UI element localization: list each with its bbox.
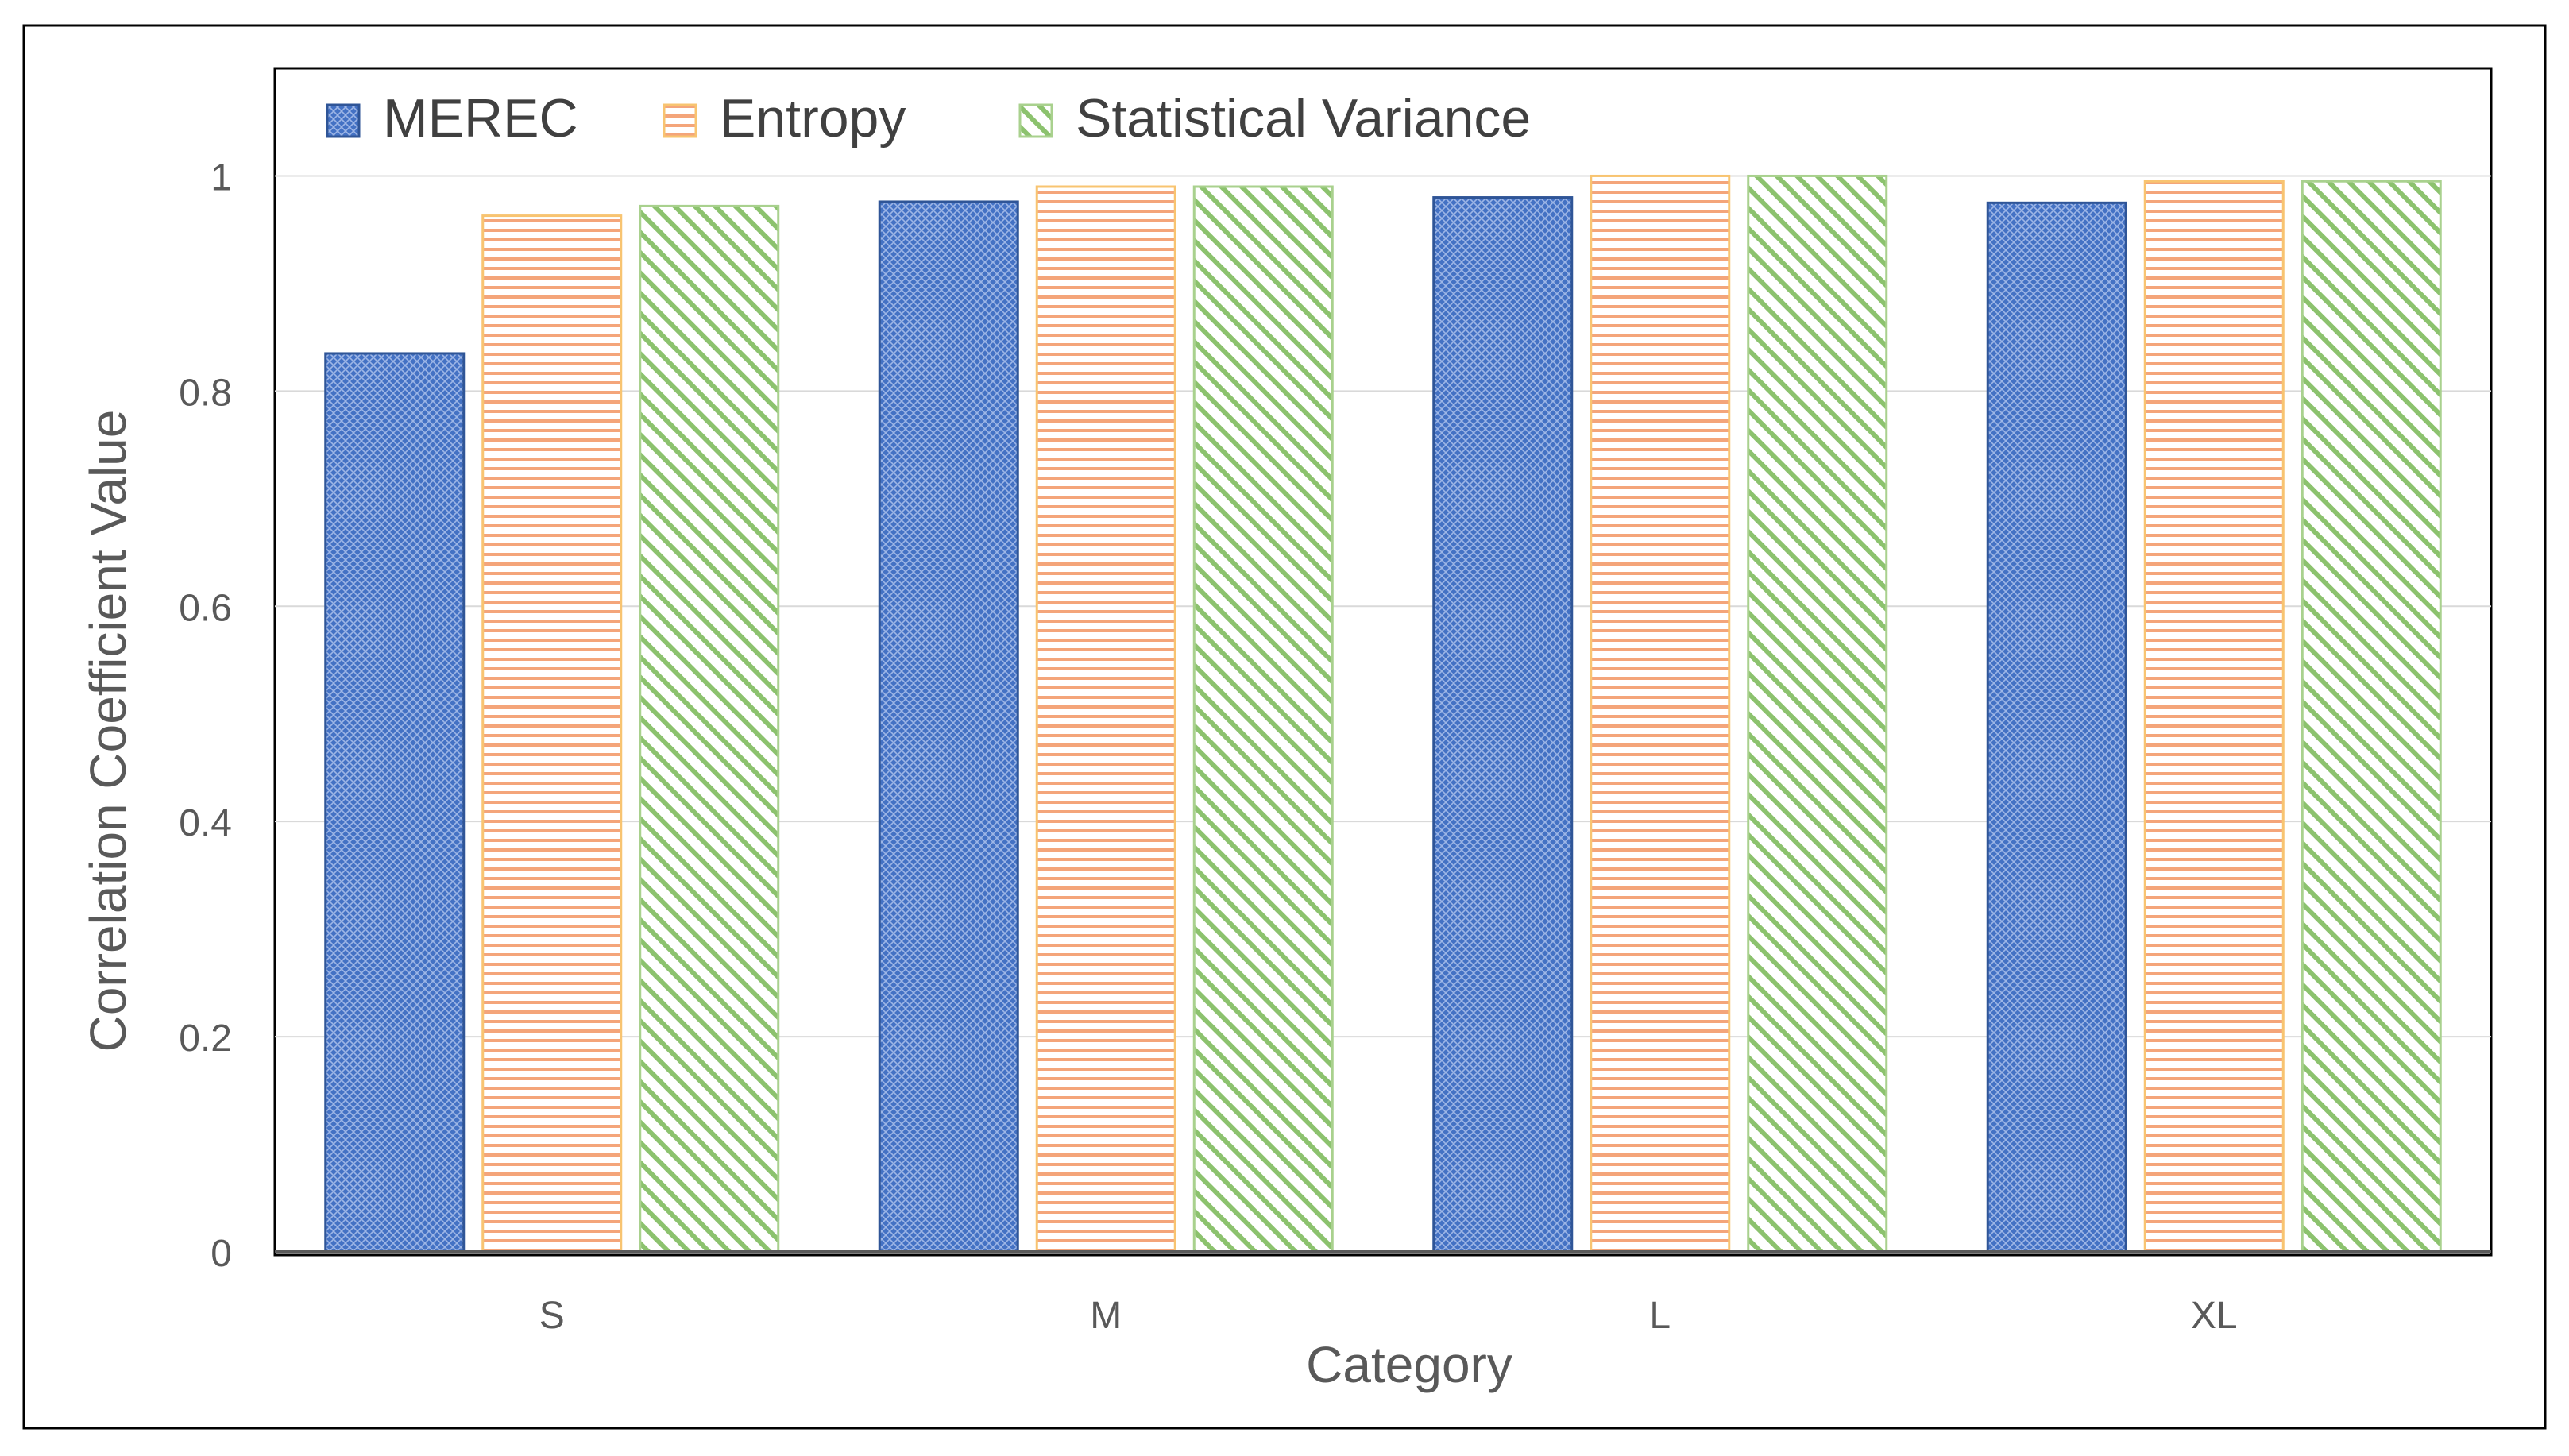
bar-merec-xl: [1986, 201, 2127, 1253]
y-tick-label: 0: [211, 1233, 232, 1275]
y-axis-title: Correlation Coefficient Value: [79, 410, 137, 1052]
y-tick-label: 1: [211, 156, 232, 199]
bar-merec-l: [1432, 196, 1574, 1253]
bar-statistical-variance-s: [639, 204, 780, 1253]
y-tick-label: 0.8: [179, 372, 232, 414]
bar-entropy-s: [481, 214, 623, 1253]
legend-swatch-entropy: [663, 103, 697, 138]
bar-statistical-variance-l: [1747, 174, 1888, 1253]
bar-entropy-l: [1590, 174, 1731, 1253]
bars: [324, 174, 2442, 1253]
legend-label: Statistical Variance: [1076, 88, 1531, 149]
x-axis-title: Category: [1306, 1336, 1512, 1393]
legend-label: MEREC: [383, 88, 578, 149]
y-tick-label: 0.6: [179, 587, 232, 629]
legend-swatch-statistical-variance: [1018, 103, 1053, 138]
legend: MEREC Entropy Statistical Variance: [326, 88, 1531, 149]
y-axis-tick-labels: 0 0.2 0.4 0.6 0.8 1: [179, 156, 232, 1275]
x-axis-tick-labels: S M L XL: [539, 1295, 2238, 1337]
bar-statistical-variance-m: [1192, 185, 1334, 1253]
x-tick-label: L: [1649, 1295, 1671, 1337]
bar-entropy-m: [1035, 185, 1176, 1253]
y-tick-label: 0.4: [179, 802, 232, 844]
x-tick-label: S: [539, 1295, 565, 1337]
bar-merec-s: [324, 352, 466, 1253]
y-tick-label: 0.2: [179, 1018, 232, 1060]
legend-swatch-merec: [326, 103, 361, 138]
bar-merec-m: [878, 200, 1019, 1253]
legend-label: Entropy: [720, 88, 906, 149]
x-tick-label: XL: [2191, 1295, 2238, 1337]
x-tick-label: M: [1090, 1295, 1122, 1337]
bar-entropy-xl: [2143, 180, 2285, 1253]
bar-statistical-variance-xl: [2301, 180, 2442, 1253]
